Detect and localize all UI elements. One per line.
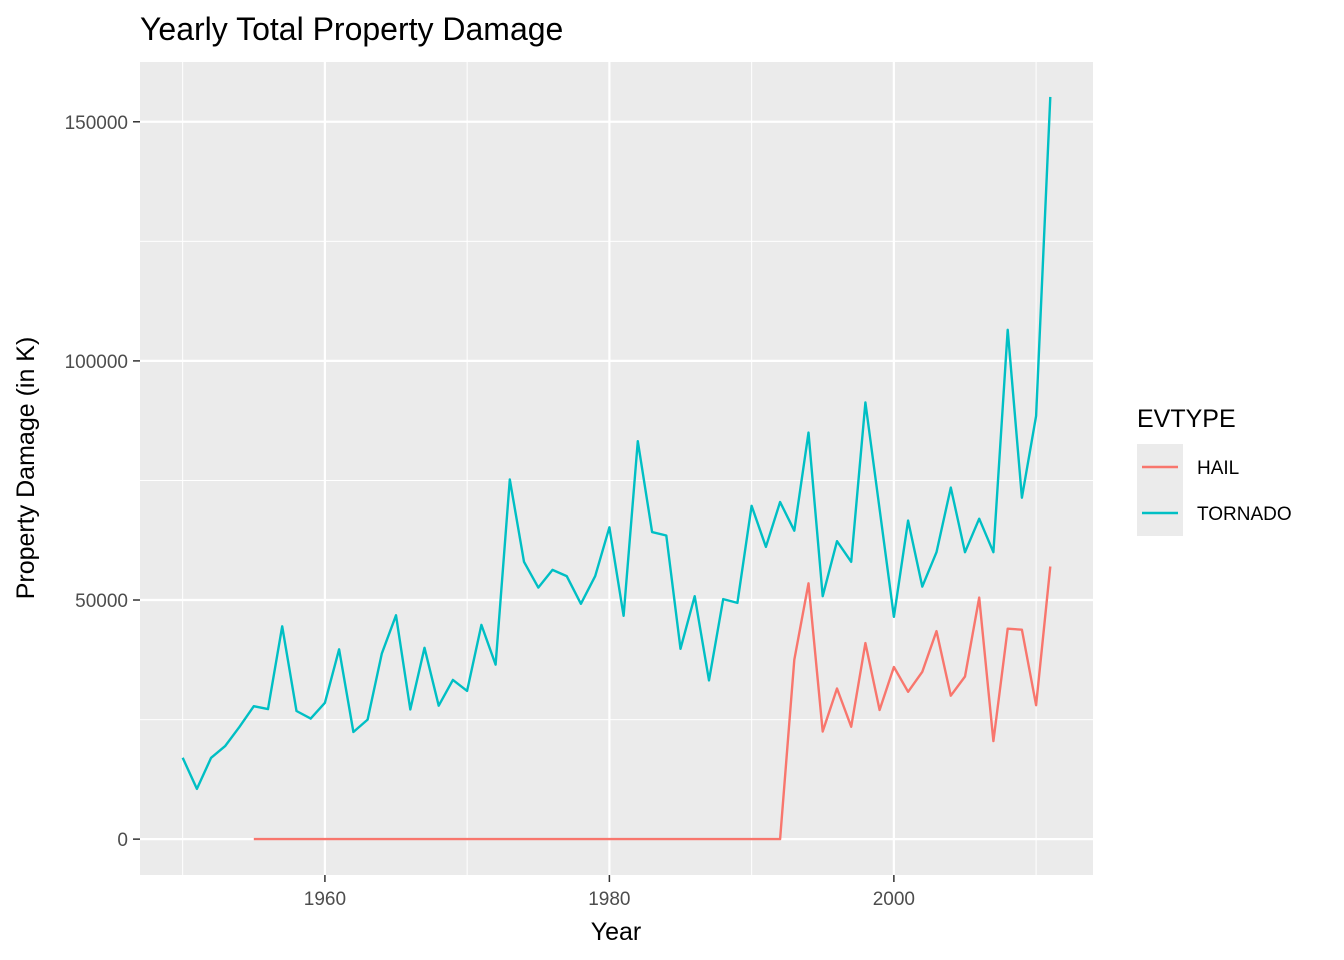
x-tick-label: 1960 — [304, 889, 346, 910]
series-line-hail — [253, 566, 1052, 841]
legend: EVTYPE HAIL TORNADO — [1137, 405, 1292, 536]
y-axis: 0 50000 100000 150000 — [65, 113, 140, 851]
y-tick-label: 100000 — [65, 352, 128, 373]
series-line-tornado — [181, 96, 1052, 791]
legend-label-tornado: TORNADO — [1197, 504, 1292, 525]
x-tick-label: 1980 — [588, 889, 630, 910]
chart-title: Yearly Total Property Damage — [140, 11, 563, 47]
legend-label-hail: HAIL — [1197, 458, 1239, 479]
x-axis-title: Year — [591, 918, 642, 946]
y-tick-label: 150000 — [65, 113, 128, 134]
series-lines — [181, 96, 1052, 841]
legend-title: EVTYPE — [1137, 405, 1236, 433]
x-tick-label: 2000 — [873, 889, 915, 910]
plot-panel — [140, 62, 1093, 875]
y-axis-title: Property Damage (in K) — [12, 337, 40, 600]
y-tick-label: 0 — [117, 830, 128, 851]
minor-gridlines — [140, 62, 1093, 875]
x-axis: 1960 1980 2000 — [304, 875, 915, 910]
y-tick-label: 50000 — [75, 591, 128, 612]
